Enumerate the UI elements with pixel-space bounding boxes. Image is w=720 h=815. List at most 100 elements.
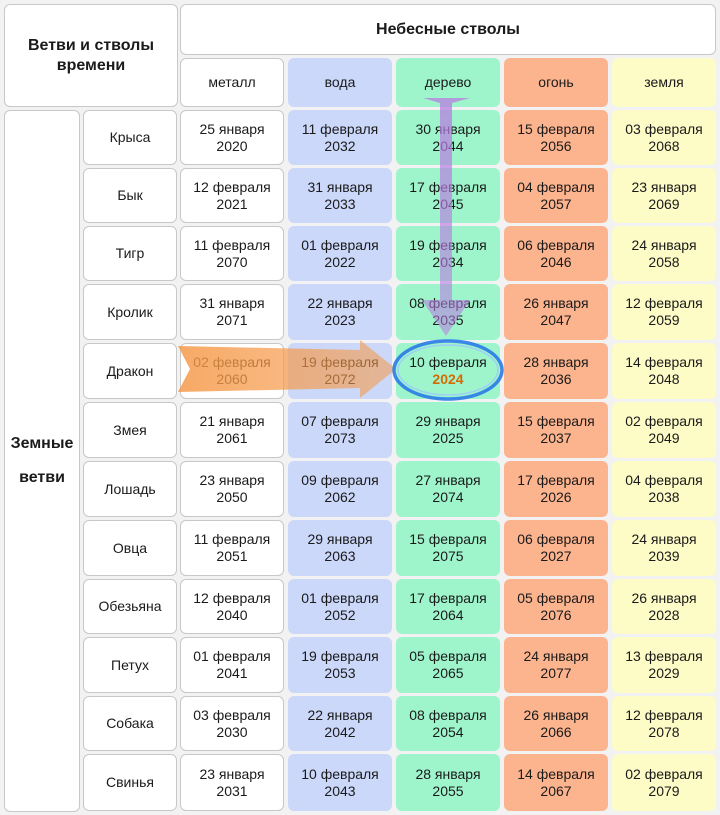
date-cell: 29 января 2025 (396, 402, 500, 458)
date-cell: 05 февраля 2065 (396, 637, 500, 693)
date-cell: 12 февраля 2040 (180, 579, 284, 634)
date-year: 2041 (216, 665, 248, 681)
stems-header: Небесные стволы (180, 4, 716, 55)
date-day: 23 января (199, 472, 265, 488)
date-cell: 13 февраля 2029 (612, 637, 716, 693)
date-year: 2044 (432, 137, 464, 154)
date-year: 2038 (648, 489, 680, 505)
date-year: 2040 (216, 606, 248, 623)
date-day: 29 января (307, 531, 373, 547)
element-header-label: металл (208, 74, 256, 90)
date-day: 01 февраля (301, 236, 379, 253)
animal-label: Лошадь (104, 480, 156, 497)
date-cell: 31 января 2071 (180, 284, 284, 340)
element-header-wood: дерево (396, 58, 500, 107)
date-day: 15 февраля (409, 531, 487, 547)
date-day: 19 февраля (301, 354, 379, 370)
date-cell: 22 января 2023 (288, 284, 392, 340)
date-year: 2058 (648, 253, 680, 270)
date-cell: 21 января 2061 (180, 402, 284, 458)
date-year: 2032 (324, 137, 356, 154)
date-year: 2026 (540, 489, 572, 505)
date-year: 2034 (432, 253, 464, 270)
date-year: 2048 (648, 371, 680, 387)
date-day: 08 февраля (409, 706, 487, 723)
date-day: 12 февраля (625, 706, 703, 723)
element-header-water: вода (288, 58, 392, 107)
date-day: 17 февраля (409, 589, 487, 606)
date-year: 2033 (324, 195, 356, 212)
date-day: 08 февраля (409, 295, 487, 311)
date-cell: 19 февраля 2072 (288, 343, 392, 399)
date-day: 22 января (307, 295, 373, 311)
date-day: 24 января (631, 236, 697, 253)
date-day: 23 января (631, 178, 697, 195)
animal-label: Кролик (107, 303, 153, 320)
date-day: 26 января (631, 589, 697, 606)
date-cell: 03 февраля 2030 (180, 696, 284, 751)
animal-cell: Змея (83, 402, 177, 458)
date-year: 2074 (432, 489, 464, 505)
date-cell: 14 февраля 2067 (504, 754, 608, 811)
animal-cell: Собака (83, 696, 177, 751)
date-day: 15 февраля (517, 120, 595, 137)
date-day: 10 февраля (409, 354, 487, 370)
element-header-earth: земля (612, 58, 716, 107)
date-day: 19 февраля (409, 236, 487, 253)
date-day: 27 января (415, 472, 481, 488)
date-cell: 26 января 2047 (504, 284, 608, 340)
date-day: 05 февраля (409, 648, 487, 664)
date-year: 2042 (324, 723, 356, 740)
animal-cell: Кролик (83, 284, 177, 340)
date-year: 2061 (216, 430, 248, 446)
date-cell: 05 февраля 2076 (504, 579, 608, 634)
date-day: 10 февраля (301, 765, 379, 782)
date-day: 17 февраля (517, 472, 595, 488)
date-day: 04 февраля (625, 472, 703, 488)
date-cell: 12 февраля 2021 (180, 168, 284, 223)
date-year: 2036 (540, 371, 572, 387)
date-year: 2039 (648, 548, 680, 564)
date-cell: 12 февраля 2059 (612, 284, 716, 340)
date-cell: 24 января 2077 (504, 637, 608, 693)
element-header-fire: огонь (504, 58, 608, 107)
date-day: 03 февраля (625, 120, 703, 137)
date-day: 04 февраля (517, 178, 595, 195)
date-year: 2049 (648, 430, 680, 446)
date-day: 28 января (523, 354, 589, 370)
date-cell: 12 февраля 2078 (612, 696, 716, 751)
date-year: 2078 (648, 723, 680, 740)
animal-cell: Петух (83, 637, 177, 693)
animal-label: Овца (112, 539, 148, 556)
date-cell: 25 января 2020 (180, 110, 284, 165)
date-day: 24 января (631, 531, 697, 547)
animal-cell: Крыса (83, 110, 177, 165)
date-cell: 29 января 2063 (288, 520, 392, 576)
date-cell: 19 февраля 2034 (396, 226, 500, 281)
date-cell: 04 февраля 2038 (612, 461, 716, 517)
date-day: 09 февраля (301, 472, 379, 488)
date-day: 14 февраля (625, 354, 703, 370)
date-day: 24 января (523, 648, 589, 664)
date-cell: 24 января 2039 (612, 520, 716, 576)
date-year: 2054 (432, 723, 464, 740)
date-year: 2065 (432, 665, 464, 681)
date-day: 31 января (307, 178, 373, 195)
date-cell: 23 января 2031 (180, 754, 284, 811)
date-cell: 31 января 2033 (288, 168, 392, 223)
animal-label: Бык (117, 187, 143, 203)
animal-label: Собака (106, 715, 154, 731)
date-day: 15 февраля (517, 413, 595, 429)
date-year: 2076 (540, 606, 572, 623)
date-year: 2072 (324, 371, 356, 387)
date-year: 2064 (432, 606, 464, 623)
date-day: 13 февраля (625, 648, 703, 664)
date-year: 2053 (324, 665, 356, 681)
date-cell: 28 января 2055 (396, 754, 500, 811)
date-year: 2075 (432, 548, 464, 564)
animal-label: Дракон (106, 362, 154, 379)
date-day: 28 января (415, 765, 481, 782)
date-cell: 09 февраля 2062 (288, 461, 392, 517)
date-year: 2022 (324, 253, 356, 270)
date-cell: 01 февраля 2022 (288, 226, 392, 281)
